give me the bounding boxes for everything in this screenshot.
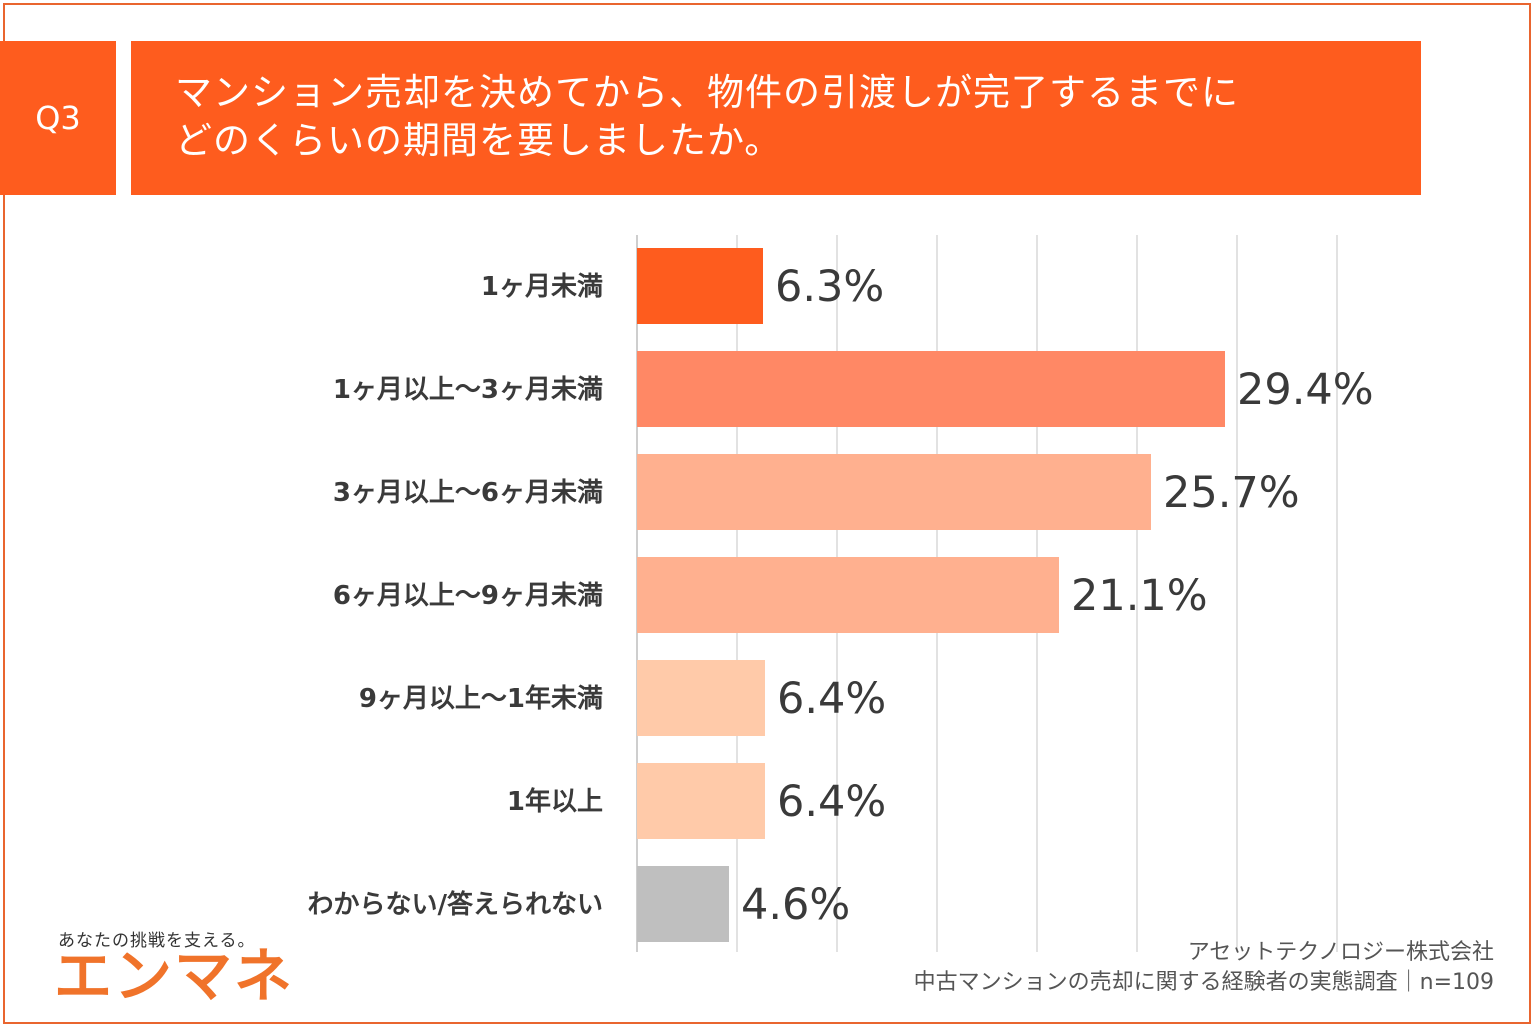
question-line-1: マンション売却を決めてから、物件の引渡しが完了するまでに xyxy=(175,71,1239,114)
source-survey: 中古マンションの売却に関する経験者の実態調査｜n=109 xyxy=(913,970,1494,995)
category-label-6: 1年以上 xyxy=(507,786,603,817)
brand-logo: エンマネ xyxy=(54,942,295,1010)
bar-5 xyxy=(637,660,765,736)
value-label-1: 6.3% xyxy=(775,262,884,312)
value-label-2: 29.4% xyxy=(1237,365,1374,415)
value-label-5: 6.4% xyxy=(777,674,886,724)
category-label-3: 3ヶ月以上〜6ヶ月未満 xyxy=(333,478,603,508)
value-label-3: 25.7% xyxy=(1163,468,1300,518)
value-label-4: 21.1% xyxy=(1071,571,1208,621)
bar-3 xyxy=(637,454,1151,530)
value-label-7: 4.6% xyxy=(741,880,850,930)
question-badge: Q3 xyxy=(0,41,116,195)
source-company: アセットテクノロジー株式会社 xyxy=(1187,940,1494,965)
bar-2 xyxy=(637,351,1225,427)
category-label-7: わからない/答えられない xyxy=(308,889,604,920)
bar-6 xyxy=(637,763,765,839)
question-line-2: どのくらいの期間を要しましたか。 xyxy=(175,119,783,162)
bar-4 xyxy=(637,557,1059,633)
card-frame xyxy=(3,3,1531,1024)
bar-7 xyxy=(637,866,729,942)
value-label-6: 6.4% xyxy=(777,777,886,827)
category-label-5: 9ヶ月以上〜1年未満 xyxy=(359,683,603,714)
category-label-4: 6ヶ月以上〜9ヶ月未満 xyxy=(333,581,603,611)
question-banner: マンション売却を決めてから、物件の引渡しが完了するまでに どのくらいの期間を要し… xyxy=(131,41,1421,195)
bar-1 xyxy=(637,248,763,324)
category-label-1: 1ヶ月未満 xyxy=(481,272,603,302)
source-note: アセットテクノロジー株式会社 中古マンションの売却に関する経験者の実態調査｜n=… xyxy=(914,938,1494,998)
brand-tagline: あなたの挑戦を支える。 xyxy=(58,931,256,951)
category-label-2: 1ヶ月以上〜3ヶ月未満 xyxy=(333,375,603,405)
